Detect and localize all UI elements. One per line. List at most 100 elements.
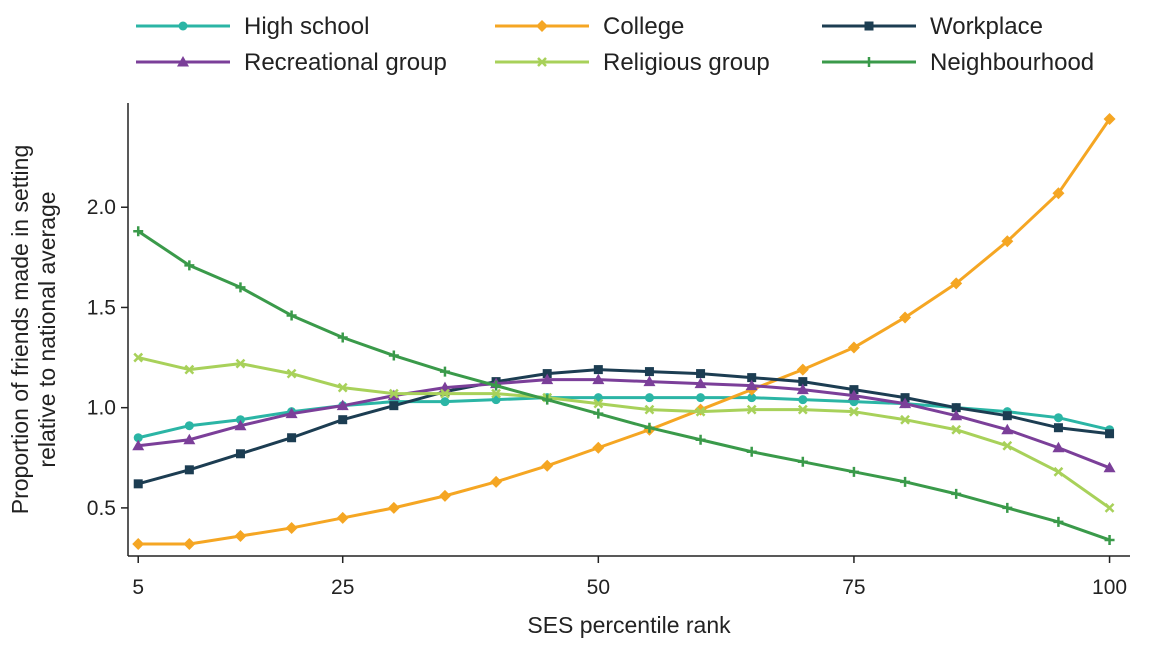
y-tick-label: 1.5 — [87, 296, 116, 319]
data-point-religious-group — [1053, 466, 1064, 477]
data-point-neighbourhood — [797, 456, 808, 467]
data-point-neighbourhood — [439, 366, 450, 377]
data-point-recreational-group — [285, 407, 298, 419]
data-point-religious-group — [1104, 503, 1115, 513]
data-point-workplace — [1105, 429, 1115, 439]
y-axis-title-line-2: relative to national average — [34, 191, 60, 467]
series-religious-group — [133, 352, 1115, 513]
data-point-workplace — [133, 479, 143, 489]
data-point-recreational-group — [592, 373, 605, 385]
legend-label: College — [603, 13, 684, 40]
data-point-college — [541, 459, 554, 472]
data-point-religious-group — [1002, 440, 1013, 451]
axes — [127, 103, 1130, 557]
data-point-high-school — [235, 415, 245, 425]
data-point-religious-group — [695, 406, 706, 417]
data-point-religious-group — [184, 364, 195, 375]
series-workplace — [133, 365, 1115, 489]
x-tick-label: 50 — [587, 576, 610, 599]
data-point-neighbourhood — [900, 476, 911, 487]
legend-item-neighbourhood: Neighbourhood — [822, 49, 1094, 76]
x-tick-label: 100 — [1092, 576, 1127, 599]
data-point-neighbourhood — [286, 310, 297, 321]
data-point-neighbourhood — [593, 408, 604, 419]
data-point-college — [132, 537, 145, 550]
data-point-college — [490, 475, 503, 488]
data-point-recreational-group — [541, 373, 554, 385]
data-point-college — [1001, 235, 1014, 248]
data-point-college — [847, 341, 860, 354]
data-point-workplace — [287, 433, 297, 443]
data-point-religious-group — [797, 404, 808, 415]
series-line-college — [138, 118, 1111, 546]
data-point-workplace — [696, 369, 706, 379]
data-point-workplace — [593, 365, 603, 375]
data-point-neighbourhood — [951, 488, 962, 499]
data-point-religious-group — [849, 406, 859, 417]
data-point-religious-group — [388, 388, 399, 399]
series-college — [132, 113, 1116, 550]
data-point-neighbourhood — [644, 422, 655, 433]
legend-label: Workplace — [930, 13, 1043, 40]
data-point-workplace — [338, 415, 348, 425]
data-point-recreational-group — [745, 379, 758, 391]
data-point-college — [438, 489, 451, 502]
data-point-workplace — [389, 401, 399, 411]
data-point-neighbourhood — [695, 434, 706, 445]
data-point-religious-group — [133, 352, 144, 363]
data-point-workplace — [184, 465, 194, 475]
data-point-religious-group — [286, 368, 297, 379]
data-point-recreational-group — [643, 375, 656, 387]
data-point-recreational-group — [132, 439, 145, 451]
data-point-high-school — [747, 393, 757, 403]
data-point-religious-group — [593, 398, 604, 409]
data-point-workplace — [644, 367, 654, 377]
data-point-neighbourhood — [491, 380, 502, 391]
data-point-recreational-group — [1001, 423, 1014, 435]
y-axis-title-line-1: Proportion of friends made in setting — [7, 145, 33, 514]
ticks: 5 25 50 75 100 0.5 1.0 1.5 2.0 — [87, 196, 1127, 599]
legend-swatch-marker — [537, 57, 547, 67]
data-point-neighbourhood — [133, 226, 144, 237]
data-point-neighbourhood — [848, 466, 859, 477]
data-point-recreational-group — [950, 409, 963, 421]
data-point-recreational-group — [796, 383, 809, 395]
x-tick-label: 75 — [842, 576, 865, 599]
y-tick-label: 1.0 — [87, 397, 116, 420]
data-point-recreational-group — [336, 399, 349, 411]
data-point-high-school — [798, 395, 808, 405]
x-axis-title: SES percentile rank — [527, 612, 731, 638]
data-point-workplace — [542, 369, 552, 379]
legend-swatch-marker — [178, 21, 188, 31]
data-point-religious-group — [440, 388, 450, 399]
data-point-high-school — [133, 433, 143, 443]
legend-label: Neighbourhood — [930, 49, 1094, 76]
data-point-workplace — [747, 373, 757, 383]
legend-swatch-marker — [177, 56, 189, 67]
data-point-college — [1103, 113, 1116, 126]
series-recreational-group — [132, 373, 1116, 473]
data-point-recreational-group — [847, 389, 860, 401]
data-point-high-school — [1053, 413, 1063, 423]
data-point-college — [694, 403, 707, 416]
legend-swatch-marker — [864, 57, 874, 67]
legend: High school College Workplace Recreational … — [136, 13, 1094, 76]
y-tick-label: 2.0 — [87, 196, 116, 219]
series-line-religious-group — [137, 356, 1111, 510]
data-point-workplace — [1002, 411, 1012, 421]
x-tick-label: 25 — [331, 576, 354, 599]
data-point-high-school — [696, 393, 706, 403]
data-point-college — [234, 529, 247, 542]
data-point-neighbourhood — [235, 282, 246, 293]
data-point-religious-group — [746, 404, 757, 415]
data-point-neighbourhood — [1002, 502, 1013, 513]
data-point-religious-group — [235, 358, 246, 369]
legend-item-religious-group: Religious group — [495, 49, 770, 76]
data-point-college — [950, 277, 963, 290]
data-point-high-school — [184, 421, 194, 431]
y-tick-label: 0.5 — [87, 497, 116, 520]
legend-swatch-marker — [536, 20, 548, 32]
data-point-neighbourhood — [542, 394, 553, 405]
data-point-religious-group — [644, 404, 655, 415]
data-point-workplace — [900, 393, 910, 403]
